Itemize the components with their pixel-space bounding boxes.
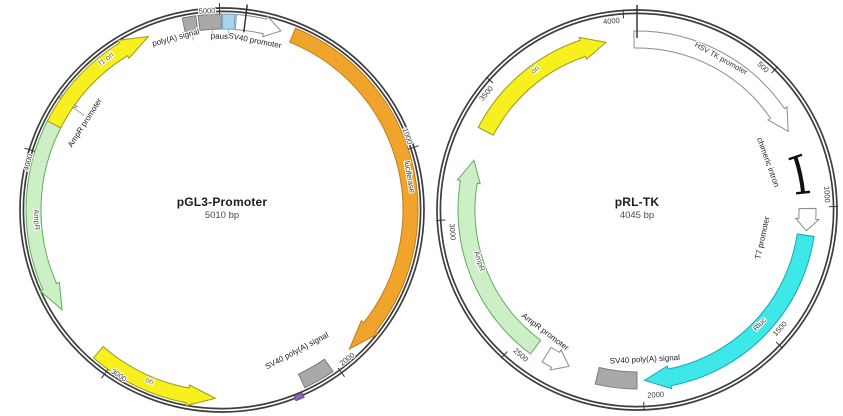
- pgl3-promoter-sv40-promoter-label: SV40 promoter: [228, 31, 283, 50]
- pgl3-promoter-tick-1000: [408, 145, 419, 150]
- prl-tk-t7-promoter-label: T7 promoter: [753, 215, 771, 260]
- pgl3-promoter-ampr-arrow-label: AmpR: [32, 209, 42, 231]
- chimeric-intron-bar[interactable]: [793, 156, 806, 193]
- polya-signal-block-a[interactable]: [181, 15, 199, 34]
- chimeric-intron-bar-cap-0: [788, 153, 803, 161]
- ori-arrow[interactable]: [92, 345, 217, 407]
- pgl3-promoter-tick-2000: [337, 367, 345, 378]
- prl-tk-tick-label-1000: 1000: [822, 186, 832, 203]
- prl-tk-tick-label-3000: 3000: [448, 223, 458, 240]
- f1-ori-arrow[interactable]: [46, 35, 150, 129]
- prl-tk-tick-label-500: 500: [755, 60, 770, 75]
- prl-tk-chimeric-intron-label: chimeric intron: [755, 136, 781, 188]
- prl-tk-backbone-inner-ring: [439, 12, 835, 408]
- prl-tk-tick-4000: [622, 9, 625, 19]
- prl-tk-tick-label-4000: 4000: [603, 16, 620, 26]
- prl-tk-tick-500: [771, 66, 779, 74]
- pgl3-promoter-tick-label-5000: 5000: [199, 6, 216, 16]
- prl-tk-tick-3500: [485, 76, 494, 84]
- pgl3-promoter-tick-3000: [101, 369, 109, 379]
- luciferase-arrow[interactable]: [289, 27, 419, 351]
- rluc-arrow[interactable]: [643, 233, 815, 390]
- polya-signal-block-b[interactable]: [197, 13, 222, 31]
- t7-promoter-arrow[interactable]: [794, 207, 820, 232]
- ampr-arrow[interactable]: [456, 159, 542, 355]
- pgl3-promoter-map: 10002000300040005000luciferaseoriAmpRf1 …: [19, 3, 425, 413]
- pgl3-promoter-backbone-outer-ring: [19, 7, 425, 413]
- hsv-tk-promoter-arrow[interactable]: [633, 30, 789, 133]
- pause-site-block[interactable]: [222, 13, 236, 30]
- purple-site-mark[interactable]: [293, 392, 305, 402]
- pgl3-promoter-backbone-inner-ring: [22, 10, 422, 410]
- prl-tk-backbone-outer-ring: [436, 9, 838, 411]
- sv40-promoter-arrow[interactable]: [234, 13, 282, 38]
- pgl3-promoter-leader-0: [191, 32, 194, 41]
- prl-tk-tick-1500: [775, 341, 784, 349]
- pgl3-promoter-tick-4000: [24, 147, 36, 152]
- sv40-polya-signal-block[interactable]: [594, 366, 638, 390]
- ampr-promoter-arrow[interactable]: [541, 346, 570, 371]
- prl-tk-sv40-polya-signal-label: SV40 poly(A) signal: [610, 353, 681, 366]
- chimeric-intron-bar-cap-1: [795, 190, 811, 195]
- prl-tk-tick-label-2000: 2000: [647, 390, 664, 400]
- ampr-arrow[interactable]: [25, 118, 63, 312]
- pgl3-promoter-polya-signal-label: poly(A) signal: [151, 27, 200, 48]
- ori-arrow[interactable]: [477, 36, 608, 136]
- prl-tk-tick-2500: [500, 351, 508, 359]
- pgl3-promoter-leader-3: [74, 108, 85, 116]
- pgl3-promoter-leader-1: [212, 30, 214, 41]
- sv40-polya-signal-block[interactable]: [297, 358, 334, 389]
- pgl3-promoter-origin-tick: [243, 4, 248, 33]
- pgl3-promoter-pause-site-label: pause site: [211, 31, 248, 41]
